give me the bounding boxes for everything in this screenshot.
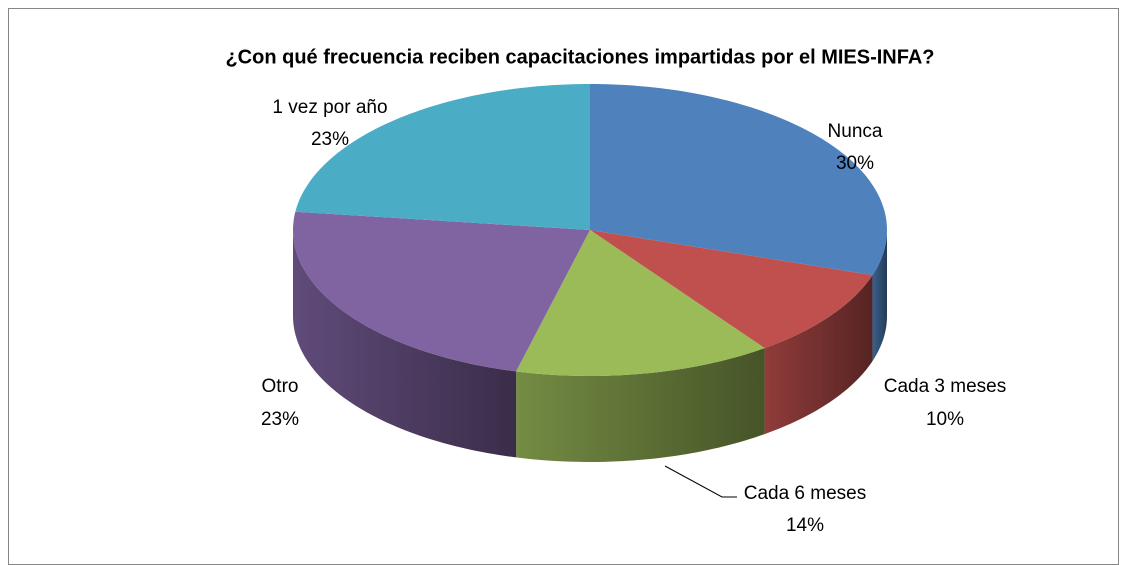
slice-side: [293, 230, 517, 458]
slice-value-label: 23%: [261, 409, 299, 430]
chart-title: ¿Con qué frecuencia reciben capacitacion…: [225, 46, 934, 68]
leader-line: [664, 465, 737, 498]
slice-side: [872, 230, 887, 362]
slice-label: Cada 3 meses: [884, 376, 1007, 397]
slice-value-label: 10%: [926, 409, 964, 430]
slice-side: [516, 348, 765, 462]
slice-value-label: 23%: [311, 129, 349, 150]
slice-label: 1 vez por año: [272, 97, 387, 118]
slice: [590, 84, 887, 276]
slice: [590, 230, 873, 349]
slice: [293, 211, 590, 372]
slice-value-label: 30%: [836, 153, 874, 174]
slice-value-label: 14%: [786, 515, 824, 536]
slice: [295, 84, 590, 230]
slice-label: Nunca: [828, 121, 883, 142]
slice-label: Cada 6 meses: [744, 483, 867, 504]
slice-label: Otro: [262, 376, 299, 397]
slice-side: [764, 275, 873, 435]
slice: [516, 230, 765, 376]
